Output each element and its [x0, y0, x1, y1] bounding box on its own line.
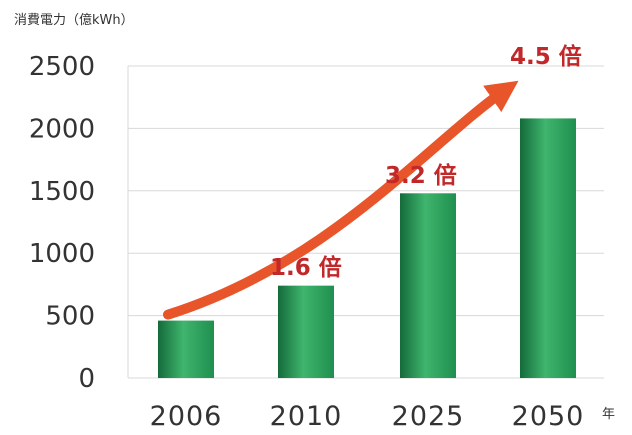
bar-2010: [278, 285, 334, 378]
x-tick-2025: 2025: [392, 401, 465, 432]
y-tick-labels: 0 500 1000 1500 2000 2500: [29, 52, 95, 394]
annotation-3-2x: 3.2 倍: [385, 162, 457, 189]
y-tick-2500: 2500: [29, 52, 95, 82]
y-axis-label: 消費電力（億kWh）: [14, 12, 134, 28]
gridlines: [127, 65, 604, 379]
annotation-1-6x: 1.6 倍: [270, 254, 342, 281]
bar-2006: [158, 320, 214, 378]
bars: [158, 118, 576, 378]
y-tick-2000: 2000: [29, 114, 95, 144]
growth-arrow: [163, 80, 519, 320]
x-tick-labels: 2006 2010 2025 2050: [150, 401, 585, 432]
annotation-4-5x: 4.5 倍: [510, 43, 582, 70]
y-tick-0: 0: [78, 364, 95, 394]
x-axis-unit: 年: [602, 407, 615, 422]
y-tick-1000: 1000: [29, 239, 95, 269]
bar-2025: [400, 193, 456, 378]
y-tick-500: 500: [45, 302, 95, 332]
x-tick-2010: 2010: [270, 401, 343, 432]
x-tick-2006: 2006: [150, 401, 223, 432]
x-tick-2050: 2050: [512, 401, 585, 432]
bar-2050: [520, 118, 576, 378]
y-tick-1500: 1500: [29, 177, 95, 207]
